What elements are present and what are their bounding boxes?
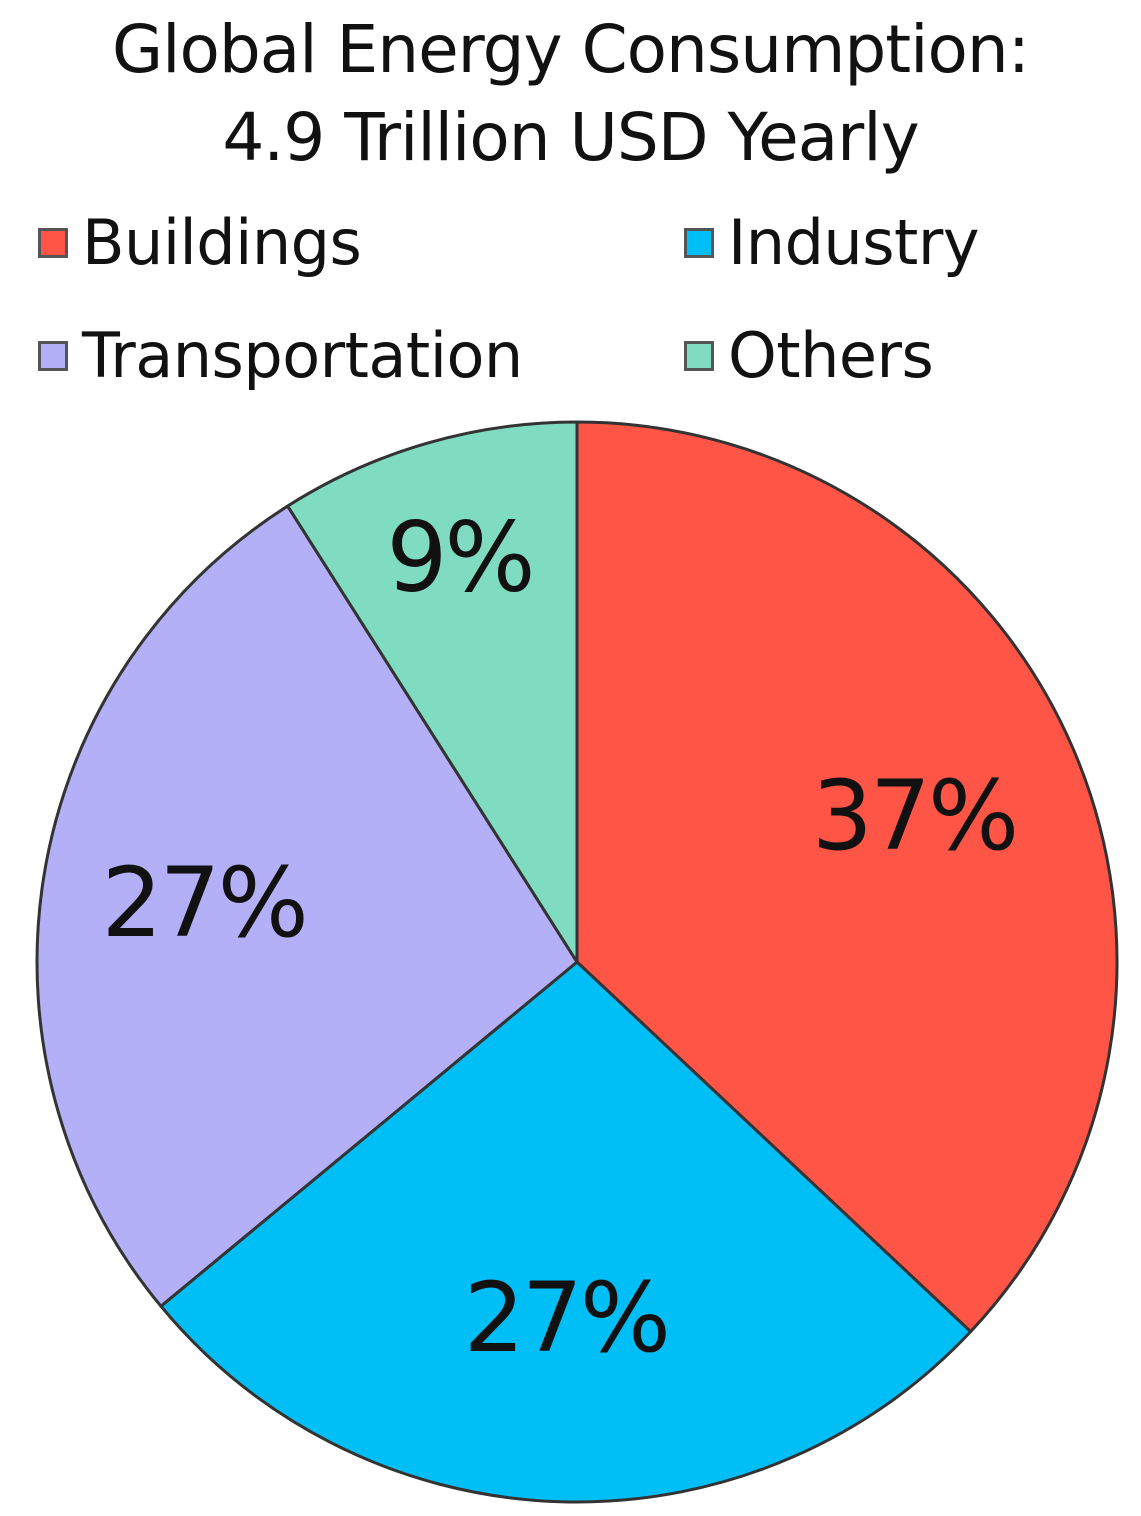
legend-label-transportation: Transportation xyxy=(82,319,523,392)
pie-slice-buildings xyxy=(575,420,1119,1334)
pie-data-labels: 37% 27% 27% 9% xyxy=(101,502,1019,1375)
legend-swatch-buildings xyxy=(38,228,68,258)
legend-swatch-transportation xyxy=(38,341,68,371)
legend-item-transportation: Transportation xyxy=(38,321,523,391)
legend-item-industry: Industry xyxy=(684,206,980,279)
legend-label-industry: Industry xyxy=(728,206,980,279)
pie-slice-others xyxy=(286,420,579,964)
legend-item-others: Others xyxy=(684,319,934,392)
data-label-buildings: 37% xyxy=(812,760,1016,872)
legend-swatch-others xyxy=(684,341,714,371)
chart-legend: Buildings Industry Transportation Others xyxy=(0,0,1141,400)
pie-slice-transportation xyxy=(35,504,579,1308)
data-label-industry: 27% xyxy=(464,1262,668,1374)
legend-swatch-industry xyxy=(684,228,714,258)
chart-title-line-1: Global Energy Consumption: xyxy=(112,11,1030,88)
legend-label-others: Others xyxy=(728,319,934,392)
data-label-transportation: 27% xyxy=(101,847,305,959)
legend-item-buildings: Buildings xyxy=(38,206,362,279)
chart-title-line-2: 4.9 Trillion USD Yearly xyxy=(222,99,919,176)
pie-slices xyxy=(35,420,1119,1504)
pie-slice-industry xyxy=(159,960,973,1504)
data-label-others: 9% xyxy=(386,502,532,614)
legend-label-buildings: Buildings xyxy=(82,206,362,279)
chart-title: Global Energy Consumption: 4.9 Trillion … xyxy=(0,6,1141,182)
